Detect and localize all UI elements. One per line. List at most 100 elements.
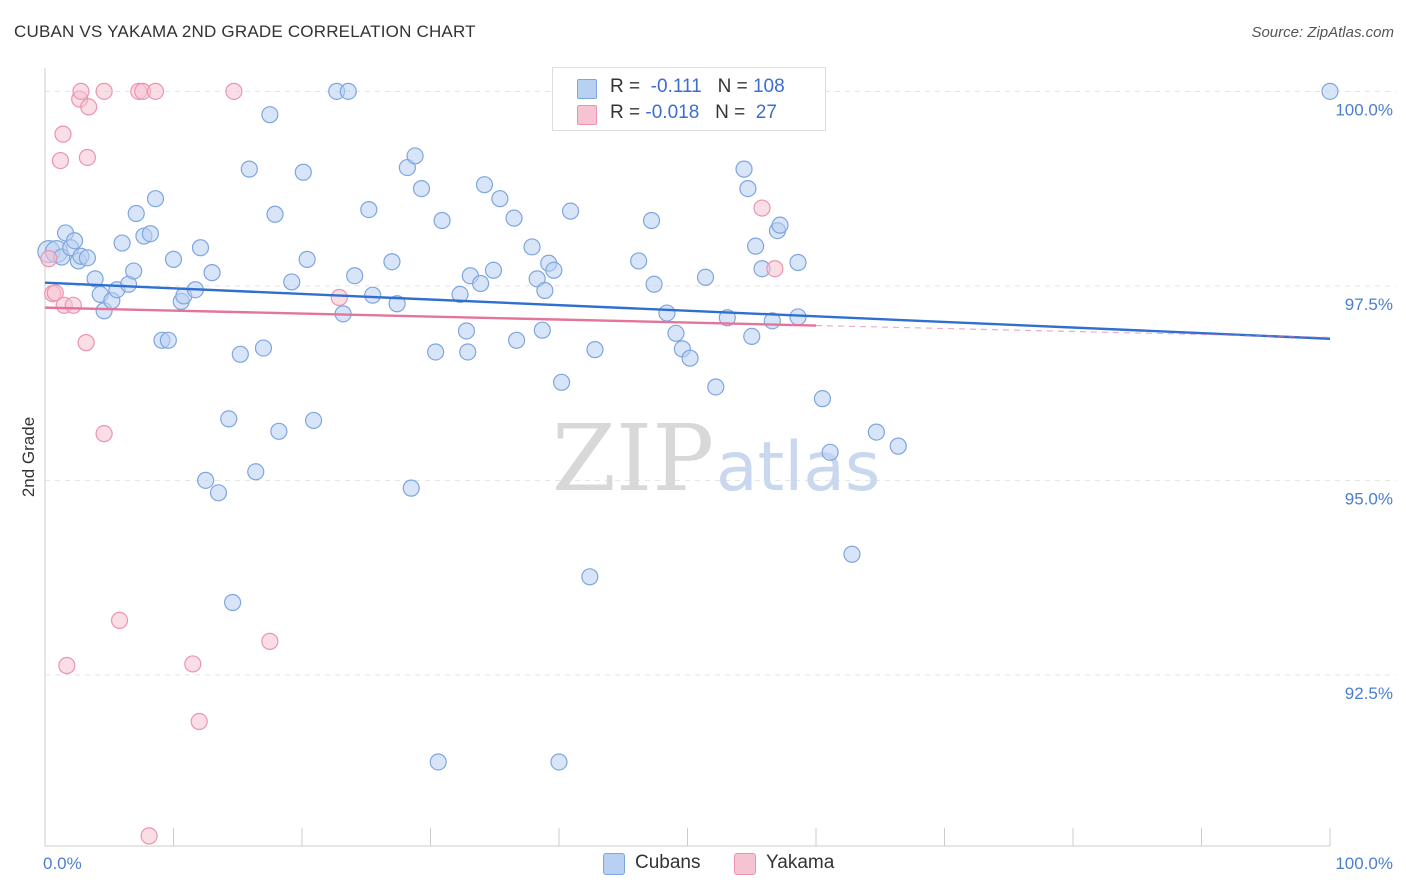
yakama-point xyxy=(146,82,165,100)
cubans-point xyxy=(197,471,215,489)
cubans-point xyxy=(383,253,401,271)
cubans-point xyxy=(561,202,580,220)
cubans-point xyxy=(388,295,406,313)
y-tick-label: 92.5% xyxy=(1345,684,1393,703)
cubans-point xyxy=(412,179,431,198)
cubans-point xyxy=(127,204,145,223)
yakama-point xyxy=(110,611,129,629)
stats-text-cubans: R = -0.111 N = 108 xyxy=(610,76,785,97)
cubans-point xyxy=(552,373,571,391)
cubans-point xyxy=(586,341,604,359)
cubans-point xyxy=(427,343,445,361)
yakama-point xyxy=(46,284,64,302)
yakama-point xyxy=(766,260,784,278)
trend-lines xyxy=(44,281,1331,340)
yakama-point xyxy=(140,827,158,845)
yakama-point xyxy=(51,151,70,170)
cubans-point xyxy=(78,249,97,267)
cubans-point xyxy=(191,239,210,257)
cubans-point xyxy=(642,211,661,230)
y-tick-label: 97.5% xyxy=(1345,295,1393,314)
yakama-point xyxy=(95,82,113,100)
data-points xyxy=(37,82,1339,845)
cubans-point xyxy=(304,411,323,430)
cubans-point xyxy=(433,211,451,230)
yakama-point xyxy=(54,125,72,143)
cubans-point xyxy=(667,324,685,342)
cubans-point xyxy=(696,268,715,286)
cubans-point xyxy=(86,270,104,288)
cubans-point xyxy=(406,147,424,165)
cubans-point xyxy=(505,209,523,227)
x-tick-label: 100.0% xyxy=(1335,854,1393,873)
cubans-point xyxy=(113,234,131,252)
cubans-point xyxy=(261,106,279,124)
yakama-point xyxy=(72,82,90,100)
yakama-swatch xyxy=(577,105,597,125)
cubans-point xyxy=(254,339,273,357)
cubans-point xyxy=(484,261,503,279)
watermark-zip: ZIP xyxy=(552,405,714,512)
yakama-point xyxy=(95,425,113,443)
cubans-point xyxy=(813,390,832,408)
cubans-point xyxy=(475,176,494,194)
cubans-point xyxy=(231,345,249,363)
source-label: Source: ZipAtlas.com xyxy=(1251,24,1394,41)
x-tick-label: 0.0% xyxy=(43,854,82,873)
cubans-point xyxy=(294,163,312,181)
y-tick-label: 95.0% xyxy=(1345,489,1393,508)
yakama-point xyxy=(190,712,208,731)
cubans-point xyxy=(339,82,357,100)
cubans-point xyxy=(491,190,509,208)
cubans-point xyxy=(240,160,258,178)
cubans-point xyxy=(364,286,382,304)
yakama-point xyxy=(261,632,279,650)
yakama-point xyxy=(330,288,348,307)
cubans-point xyxy=(266,205,284,223)
series-legend: Cubans Yakama xyxy=(0,851,1406,877)
y-tick-label: 100.0% xyxy=(1335,100,1393,119)
cubans-point xyxy=(298,250,316,268)
cubans-point xyxy=(843,545,861,563)
cubans-point xyxy=(346,267,364,285)
cubans-point xyxy=(125,262,143,280)
yakama-point xyxy=(78,148,97,167)
yakama-trend-extension xyxy=(815,324,1331,339)
yakama-point xyxy=(80,98,98,116)
cubans-point xyxy=(889,437,907,455)
cubans-point xyxy=(771,216,789,234)
legend-label-cubans: Cubans xyxy=(635,852,701,873)
cubans-point xyxy=(141,225,159,243)
cubans-point xyxy=(545,261,563,279)
cubans-point xyxy=(159,331,177,349)
legend-label-yakama: Yakama xyxy=(766,852,835,873)
cubans-point xyxy=(536,281,554,300)
cubans-swatch xyxy=(577,79,597,99)
cubans-point xyxy=(247,463,265,481)
watermark: ZIP atlas xyxy=(552,405,880,512)
yakama-point xyxy=(58,656,76,675)
cubans-point xyxy=(429,753,447,771)
stats-text-yakama: R = -0.018 N = 27 xyxy=(610,102,777,123)
yakama-point xyxy=(64,296,82,314)
cubans-point xyxy=(681,349,699,367)
x-axis-ticks: 0.0% 100.0% xyxy=(43,828,1393,873)
legend-swatch-yakama xyxy=(734,853,756,875)
cubans-point xyxy=(451,285,469,303)
legend-swatch-cubans xyxy=(603,853,625,875)
cubans-point xyxy=(402,479,420,497)
cubans-point xyxy=(203,264,221,282)
yakama-point xyxy=(40,250,58,268)
cubans-point xyxy=(645,275,663,293)
cubans-point xyxy=(867,423,885,441)
cubans-point xyxy=(164,250,183,268)
chart-title: CUBAN VS YAKAMA 2ND GRADE CORRELATION CH… xyxy=(14,22,476,41)
cubans-point xyxy=(472,274,490,293)
yakama-point xyxy=(753,199,771,217)
cubans-point xyxy=(550,753,568,771)
cubans-point xyxy=(747,237,765,255)
yakama-point xyxy=(225,82,243,100)
cubans-point xyxy=(707,378,725,396)
cubans-point xyxy=(743,327,761,346)
